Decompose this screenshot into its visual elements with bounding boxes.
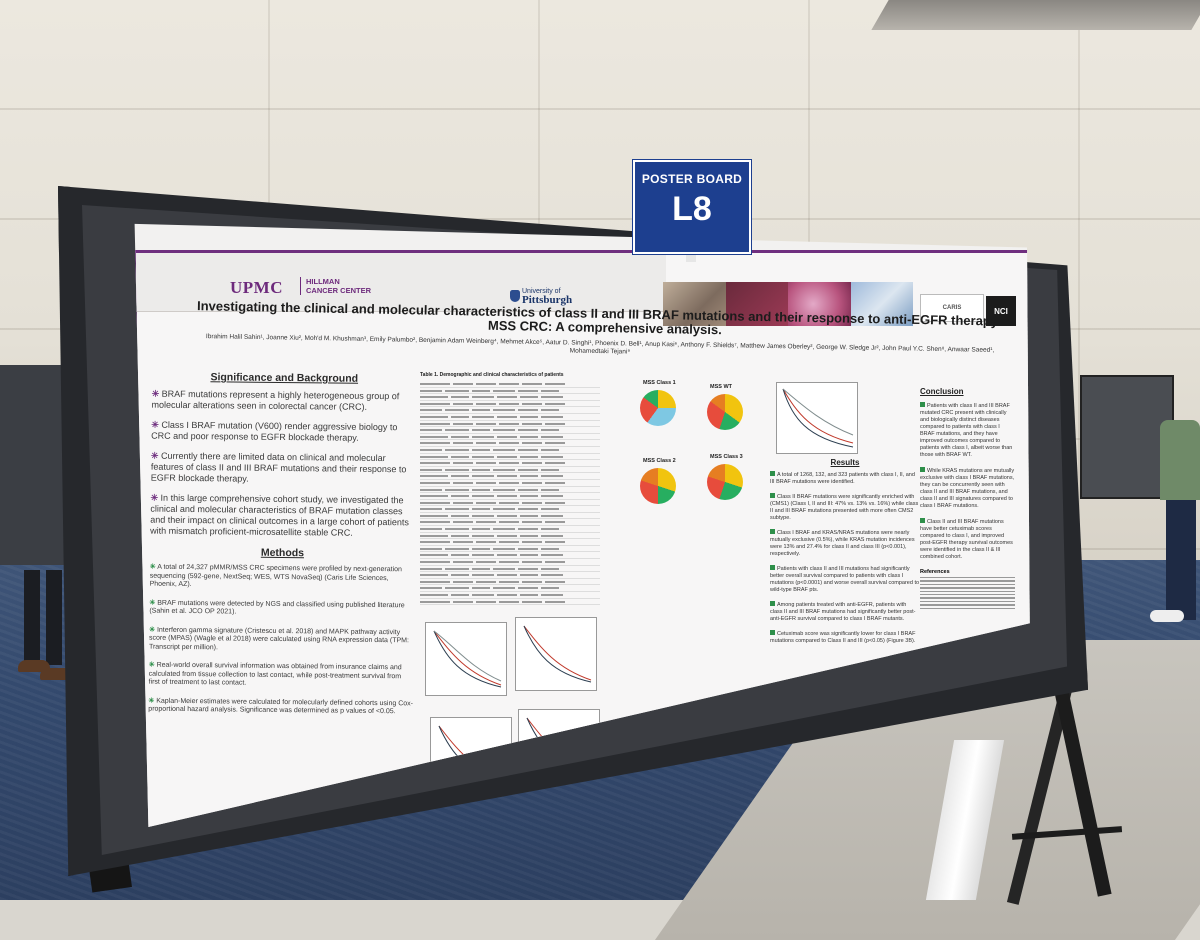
background-bullet: ✳ BRAF mutations represent a highly hete… — [151, 388, 400, 412]
pie-label: MSS Class 2 — [643, 458, 676, 464]
table-row — [420, 506, 600, 513]
table-row — [420, 460, 600, 467]
pitt-logo: University of Pittsburgh — [522, 288, 573, 306]
conclusion-title: Conclusion — [920, 387, 964, 396]
pie-mss-class2 — [640, 468, 676, 504]
table-row — [420, 513, 600, 520]
references-title: References — [920, 569, 950, 575]
results-bullet: Cetuximab score was significantly lower … — [770, 630, 916, 644]
upmc-logo: UPMC — [230, 278, 283, 297]
results-bullet: Among patients treated with anti-EGFR, p… — [770, 601, 916, 622]
results-bullet: Patients with class II and III mutations… — [770, 565, 920, 593]
table-row — [420, 440, 600, 447]
person-right-edge — [1150, 420, 1200, 640]
table-row — [420, 467, 600, 474]
pitt-seal-icon — [510, 290, 520, 302]
sign-mount — [686, 250, 696, 262]
table-row — [420, 493, 600, 500]
poster-board-label: POSTER BOARD — [641, 172, 743, 186]
conclusion-bullet: Class II and III BRAF mutations have bet… — [920, 518, 1013, 560]
background-bullet: ✳ Class I BRAF mutation (V600) render ag… — [151, 419, 398, 443]
methods-bullet: ✳ BRAF mutations were detected by NGS an… — [149, 599, 405, 616]
person-legs-left — [18, 570, 72, 680]
table-row — [420, 566, 600, 573]
table-row — [420, 585, 600, 592]
methods-bullet: ✳ Kaplan-Meier estimates were calculated… — [148, 697, 414, 716]
methods-title: Methods — [260, 546, 305, 560]
table-row — [420, 533, 600, 540]
background-bullet: ✳ In this large comprehensive cohort stu… — [150, 492, 409, 538]
references-list — [920, 577, 1015, 609]
table-row — [420, 559, 600, 566]
table-row — [420, 473, 600, 480]
table-row — [420, 500, 600, 507]
km-plot-b — [515, 617, 597, 691]
pie-mss-class3 — [707, 464, 743, 500]
background-bullet: ✳ Currently there are limited data on cl… — [150, 450, 407, 484]
ceiling-structure — [871, 0, 1200, 30]
pie-mss-wt — [707, 394, 743, 430]
results-bullet: A total of 1268, 132, and 323 patients w… — [770, 471, 915, 485]
background-title: Significance and Background — [210, 371, 359, 385]
table-title: Table 1. Demographic and clinical charac… — [420, 372, 564, 378]
table-row — [420, 599, 600, 606]
table-row — [420, 421, 600, 428]
table-row — [420, 572, 600, 579]
header-photo-strip — [663, 282, 913, 326]
table-row — [420, 546, 600, 553]
table-column: Table 1. Demographic and clinical charac… — [420, 372, 600, 606]
demographics-table — [420, 381, 600, 606]
table-row — [420, 388, 600, 395]
table-row — [420, 454, 600, 461]
table-row — [420, 480, 600, 487]
km-plot-a — [425, 622, 507, 696]
table-row — [420, 519, 600, 527]
conclusion-bullet: While KRAS mutations are mutually exclus… — [920, 467, 1015, 509]
table-row — [420, 427, 600, 434]
poster-board-id: L8 — [672, 190, 712, 228]
hillman-logo: HILLMAN CANCER CENTER — [300, 277, 371, 295]
conclusion-bullet: Patients with class II and III BRAF muta… — [920, 402, 1013, 458]
methods-section: Methods ✳ A total of 24,327 pMMR/MSS CRC… — [148, 546, 415, 717]
methods-bullet: ✳ Real-world overall survival informatio… — [148, 661, 402, 687]
methods-bullet: ✳ A total of 24,327 pMMR/MSS CRC specime… — [149, 563, 402, 589]
table-row — [420, 526, 600, 533]
methods-bullet: ✳ Interferon gamma signature (Cristescu … — [148, 626, 409, 651]
pie-mss-class1 — [640, 390, 676, 426]
table-row — [420, 487, 600, 494]
table-row — [420, 447, 600, 454]
nci-logo: NCI — [986, 296, 1016, 326]
table-row — [420, 407, 600, 414]
pie-label: MSS WT — [710, 384, 732, 390]
poster-board-sign: POSTER BOARD L8 — [633, 160, 751, 254]
results-bullet: Class II BRAF mutations were significant… — [770, 493, 919, 521]
km-plot-figure1 — [776, 382, 858, 454]
pie-label: MSS Class 3 — [710, 454, 743, 460]
results-column: Results A total of 1268, 132, and 323 pa… — [770, 382, 920, 652]
table-row — [420, 539, 600, 546]
table-row — [420, 414, 600, 421]
table-row — [420, 401, 600, 408]
table-row — [420, 394, 600, 401]
table-row — [420, 579, 600, 586]
poster-header-band — [136, 253, 666, 312]
left-column: Significance and Background ✳ BRAF mutat… — [148, 371, 417, 727]
pie-label: MSS Class 1 — [643, 380, 676, 386]
table-row — [420, 552, 600, 560]
caris-logo: CARIS — [920, 294, 984, 322]
table-row — [420, 381, 600, 388]
results-title: Results — [830, 458, 860, 467]
conclusion-column: Conclusion Patients with class II and II… — [920, 387, 1015, 611]
results-bullet: Class I BRAF and KRAS/NRAS mutations wer… — [770, 529, 915, 557]
table-row — [420, 434, 600, 441]
table-row — [420, 592, 600, 599]
